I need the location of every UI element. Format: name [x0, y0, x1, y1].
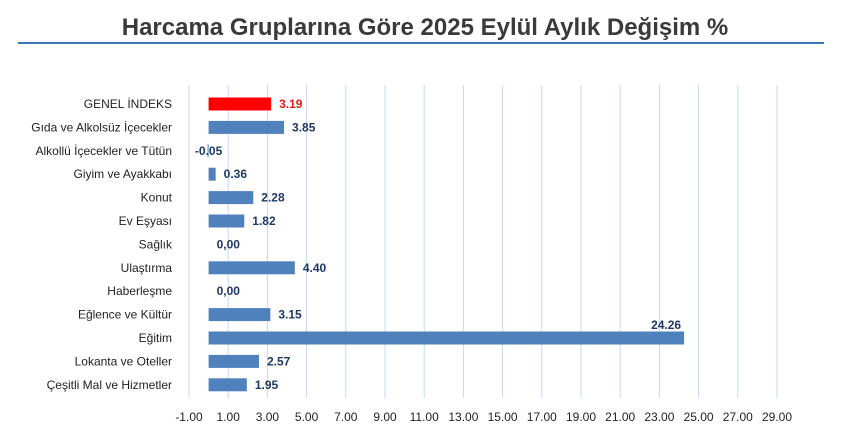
- bar: [208, 261, 295, 275]
- x-tick-label: 9.00: [373, 410, 397, 424]
- x-tick-label: -1.00: [175, 410, 203, 424]
- x-tick-label: 17.00: [527, 410, 557, 424]
- bar: [208, 308, 271, 322]
- data-label: -0.05: [195, 144, 223, 158]
- category-label: Alkollü İçecekler ve Tütün: [35, 144, 172, 158]
- category-label: Giyim ve Ayakkabı: [74, 167, 172, 181]
- bar: [208, 97, 272, 111]
- data-label: 0.36: [224, 167, 248, 181]
- bar: [207, 144, 209, 158]
- x-tick-label: 19.00: [566, 410, 596, 424]
- category-label: Eğlence ve Kültür: [78, 308, 172, 322]
- x-tick-label: 5.00: [295, 410, 319, 424]
- bar: [208, 191, 254, 205]
- bar: [208, 378, 247, 392]
- bar: [208, 214, 245, 228]
- x-tick-label: 13.00: [448, 410, 478, 424]
- x-tick-label: 3.00: [256, 410, 280, 424]
- data-label: 4.40: [303, 261, 327, 275]
- category-label: Ulaştırma: [121, 261, 173, 275]
- data-label: 3.19: [279, 97, 303, 111]
- bar: [208, 354, 259, 368]
- category-label: Gıda ve Alkolsüz İçecekler: [31, 120, 172, 134]
- x-tick-label: 21.00: [605, 410, 635, 424]
- data-label: 1.82: [252, 214, 276, 228]
- x-tick-label: 25.00: [684, 410, 714, 424]
- category-label: Ev Eşyası: [119, 214, 172, 228]
- category-label: Haberleşme: [107, 284, 172, 298]
- category-label: Sağlık: [139, 237, 173, 251]
- chart-title: Harcama Gruplarına Göre 2025 Eylül Aylık…: [121, 14, 729, 41]
- data-label: 1.95: [255, 378, 279, 392]
- x-tick-label: 29.00: [762, 410, 792, 424]
- bar: [208, 167, 216, 181]
- data-label: 0,00: [217, 237, 241, 251]
- data-label: 2.28: [261, 191, 285, 205]
- x-tick-label: 1.00: [217, 410, 241, 424]
- category-label: Lokanta ve Oteller: [75, 354, 172, 368]
- x-tick-label: 15.00: [488, 410, 518, 424]
- x-tick-label: 11.00: [410, 410, 439, 424]
- data-label: 2.57: [267, 354, 291, 368]
- data-label: 3.15: [278, 308, 302, 322]
- bar: [208, 331, 685, 345]
- category-label: Çeşitli Mal ve Hizmetler: [47, 378, 172, 392]
- data-label: 3.85: [292, 120, 316, 134]
- category-label: Konut: [141, 191, 173, 205]
- data-label: 24.26: [651, 318, 681, 332]
- x-tick-label: 27.00: [723, 410, 753, 424]
- data-label: 0,00: [217, 284, 241, 298]
- title-underline: [18, 42, 824, 44]
- bar: [208, 120, 285, 134]
- category-label: Eğitim: [139, 331, 172, 345]
- x-tick-label: 23.00: [644, 410, 674, 424]
- x-tick-label: 7.00: [334, 410, 358, 424]
- category-label: GENEL İNDEKS: [84, 97, 172, 111]
